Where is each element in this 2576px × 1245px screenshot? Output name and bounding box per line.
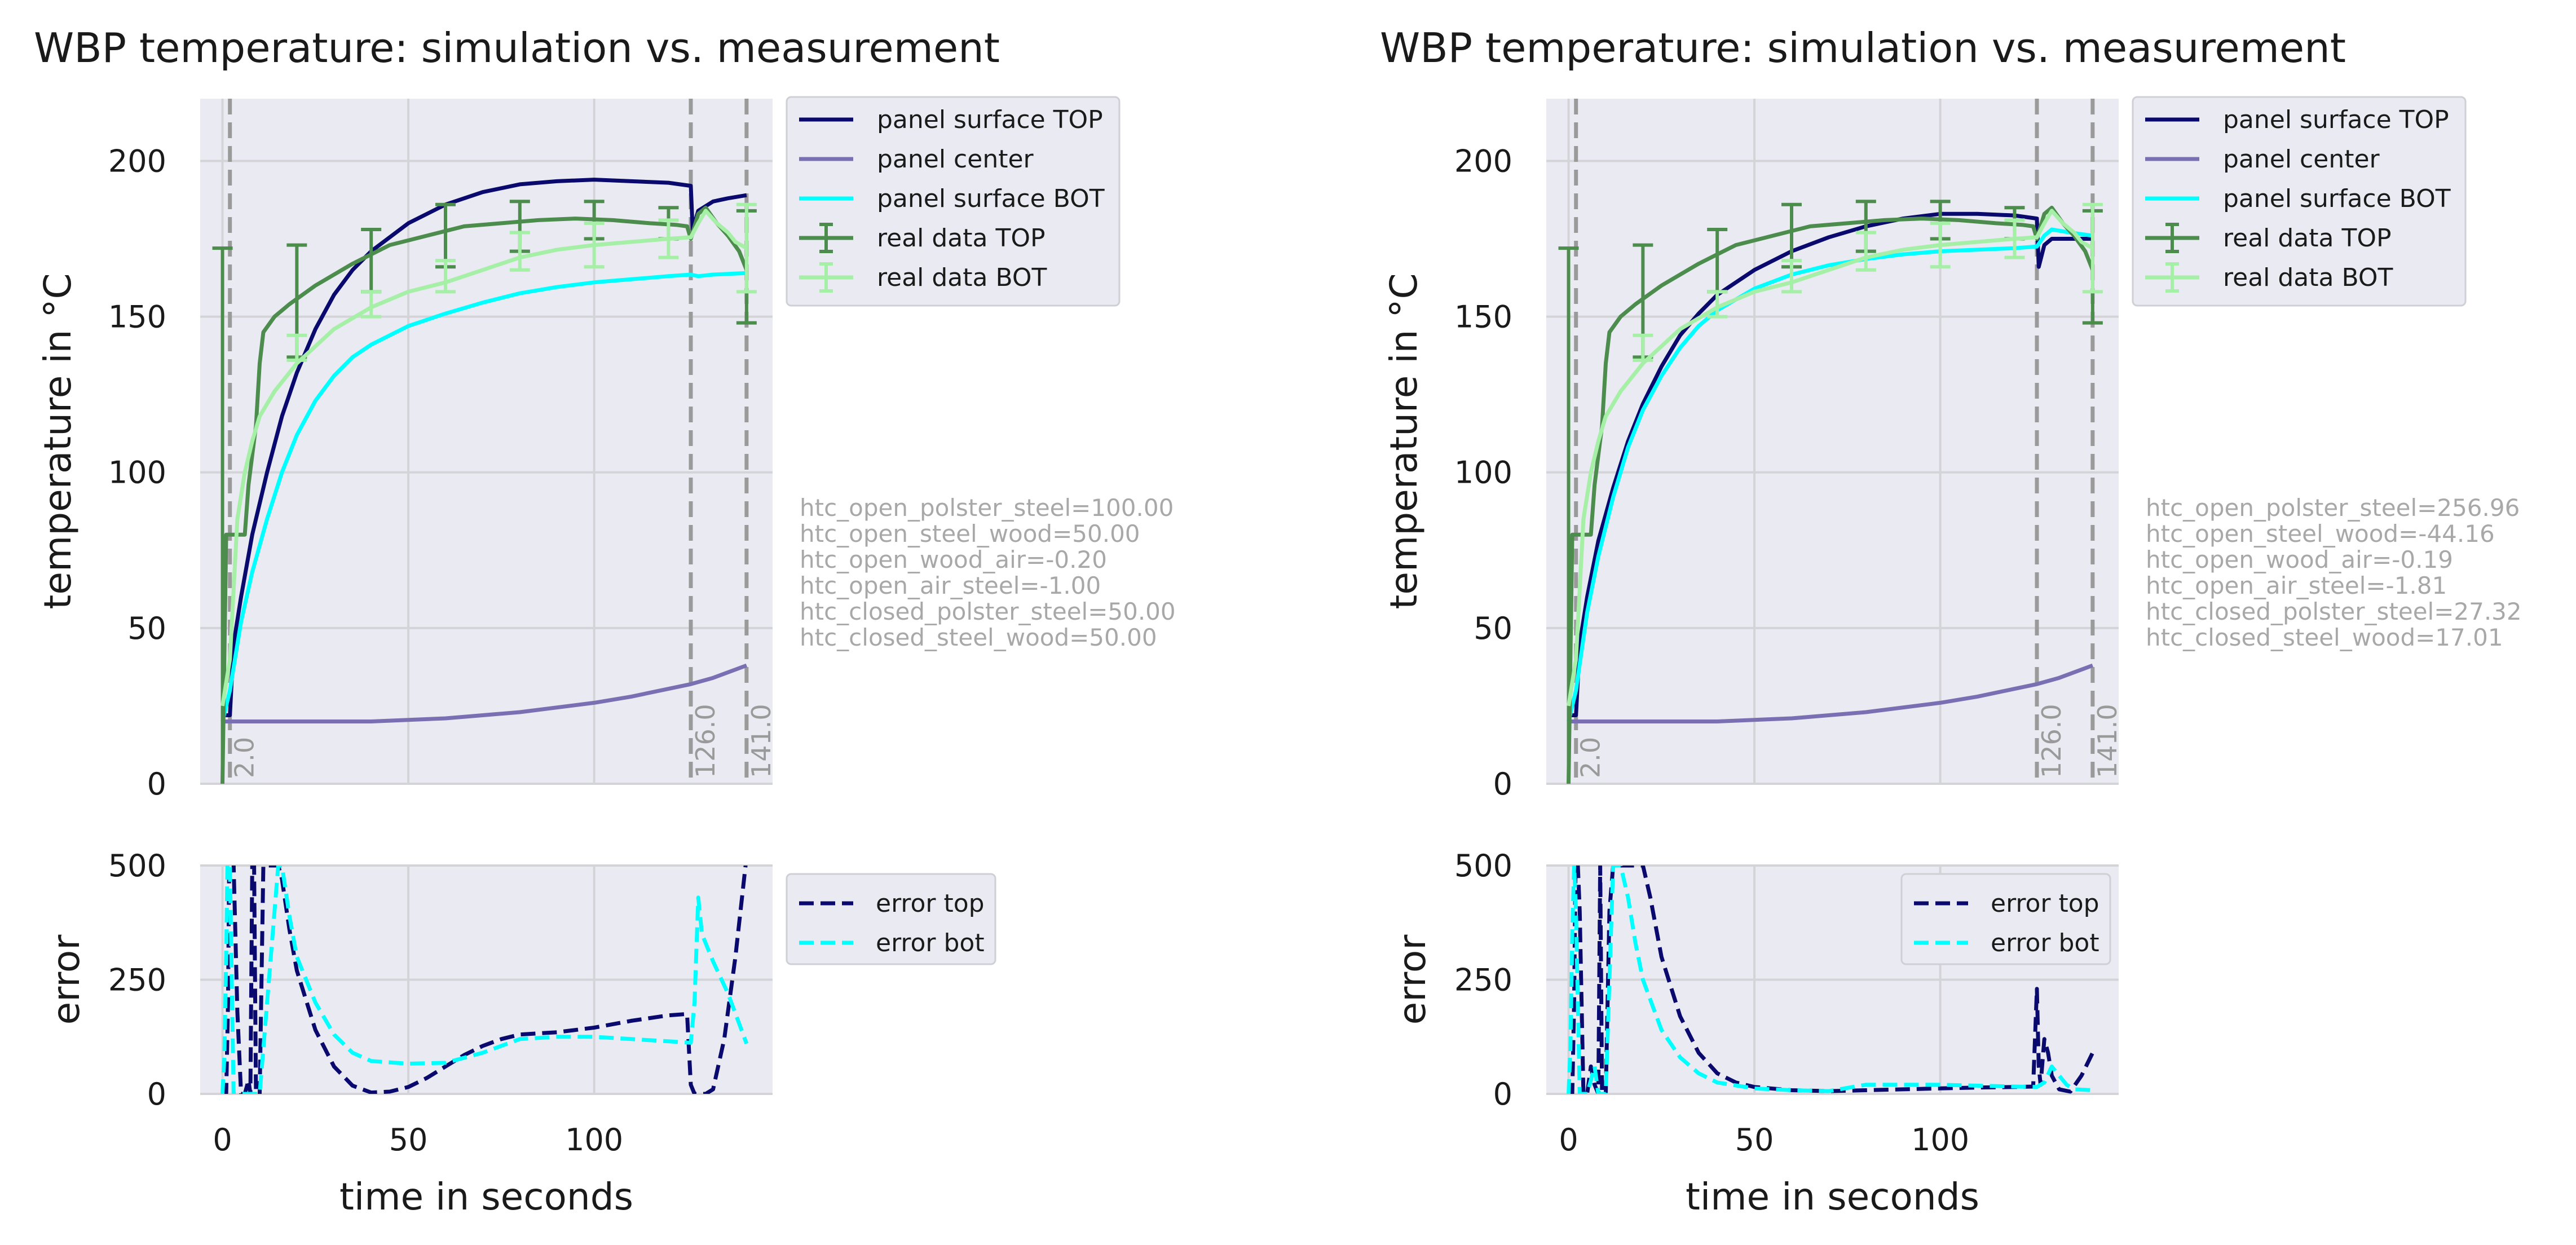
x-tick-label: 0: [1559, 1122, 1578, 1158]
error-series-line: [220, 866, 749, 1094]
series-group: [212, 99, 757, 784]
series-group: [1558, 99, 2103, 784]
y-tick-label: 150: [108, 299, 166, 335]
legend-label: real data BOT: [2223, 263, 2393, 292]
y-axis-label: temperature in °C: [1382, 273, 1426, 609]
parameter-text: htc_closed_polster_steel=27.32: [2146, 598, 2522, 625]
y-tick-label: 0: [147, 766, 166, 802]
parameter-text: htc_open_steel_wood=50.00: [800, 520, 1140, 548]
series-line: [1567, 227, 2093, 722]
legend-label: error top: [1991, 889, 2099, 918]
parameter-text: htc_open_air_steel=-1.81: [2146, 572, 2447, 599]
series-line: [1568, 211, 2093, 717]
y-tick-label: 200: [108, 143, 166, 179]
legend-label: panel surface BOT: [877, 184, 1105, 213]
legend-label: panel center: [2223, 145, 2380, 174]
y-tick-label: 50: [127, 611, 166, 646]
error-series-line: [1567, 866, 2093, 1094]
legend-label: error top: [876, 889, 985, 918]
y-tick-label: 50: [1474, 611, 1512, 646]
y-tick-label: 250: [108, 963, 166, 998]
series-line: [222, 178, 747, 717]
x-tick-label: 50: [389, 1122, 428, 1158]
error-series-group: [220, 866, 749, 1094]
y-tick-label: 0: [1493, 1076, 1512, 1112]
x-tick-label: 100: [1911, 1122, 1969, 1158]
parameter-text: htc_open_steel_wood=-44.16: [2146, 520, 2495, 548]
x-tick-label: 50: [1735, 1122, 1774, 1158]
series-line: [1568, 663, 2094, 723]
parameter-text: htc_open_polster_steel=256.96: [2146, 494, 2520, 522]
legend-label: real data TOP: [877, 224, 1046, 253]
x-axis-label: time in seconds: [1686, 1175, 1979, 1218]
chart-title: WBP temperature: simulation vs. measurem…: [34, 24, 1000, 72]
error-series-group: [1567, 866, 2095, 1094]
parameter-text: htc_open_wood_air=-0.19: [2146, 546, 2453, 573]
y-tick-label: 100: [108, 455, 166, 491]
event-line-label: 2.0: [1576, 737, 1606, 778]
chart-panel-left: WBP temperature: simulation vs. measurem…: [34, 24, 1176, 1218]
chart-panel-right: WBP temperature: simulation vs. measurem…: [1380, 24, 2522, 1218]
y-tick-label: 500: [1454, 848, 1512, 884]
error-y-axis-label: error: [1391, 934, 1434, 1025]
parameter-text: htc_closed_steel_wood=17.01: [2146, 624, 2503, 651]
y-tick-label: 500: [108, 848, 166, 884]
legend-label: error bot: [1991, 929, 2099, 957]
event-line-label: 126.0: [690, 704, 721, 778]
legend-label: panel center: [877, 145, 1034, 174]
legend-label: real data TOP: [2223, 224, 2392, 253]
parameter-text: htc_open_air_steel=-1.00: [800, 572, 1101, 599]
plot-area: [1546, 99, 2119, 784]
parameter-text: htc_closed_steel_wood=50.00: [800, 624, 1157, 651]
y-axis-label: temperature in °C: [36, 273, 80, 609]
legend-label: panel surface BOT: [2223, 184, 2451, 213]
series-line: [1567, 209, 2094, 707]
error-series-line: [1568, 866, 2095, 1094]
series-line: [222, 663, 748, 723]
legend-label: real data BOT: [877, 263, 1047, 292]
y-tick-label: 100: [1454, 455, 1512, 491]
event-line-label: 126.0: [2036, 704, 2067, 778]
event-line-label: 2.0: [230, 737, 260, 778]
y-tick-label: 200: [1454, 143, 1512, 179]
x-tick-label: 100: [565, 1122, 623, 1158]
series-line: [220, 209, 748, 707]
parameter-text: htc_open_polster_steel=100.00: [800, 494, 1174, 522]
error-series-line: [222, 866, 748, 1094]
y-tick-label: 0: [1493, 766, 1512, 802]
legend-label: panel surface TOP: [877, 105, 1103, 134]
legend-box: [2132, 96, 2467, 307]
x-axis-label: time in seconds: [339, 1175, 633, 1218]
y-tick-label: 150: [1454, 299, 1512, 335]
parameter-text: htc_closed_polster_steel=50.00: [800, 598, 1176, 625]
legend-box: [786, 96, 1121, 307]
series-line: [220, 271, 747, 722]
error-legend-box: [1900, 873, 2111, 965]
parameter-text: htc_open_wood_air=-0.20: [800, 546, 1107, 573]
error-legend-box: [786, 873, 996, 965]
error-y-axis-label: error: [45, 934, 88, 1025]
plot-area: [200, 99, 773, 784]
x-tick-label: 0: [213, 1122, 232, 1158]
legend-label: error bot: [876, 929, 985, 957]
legend-label: panel surface TOP: [2223, 105, 2449, 134]
y-tick-label: 250: [1454, 963, 1512, 998]
event-line-label: 141.0: [2092, 704, 2123, 778]
chart-title: WBP temperature: simulation vs. measurem…: [1380, 24, 2346, 72]
event-line-label: 141.0: [746, 704, 777, 778]
y-tick-label: 0: [147, 1076, 166, 1112]
